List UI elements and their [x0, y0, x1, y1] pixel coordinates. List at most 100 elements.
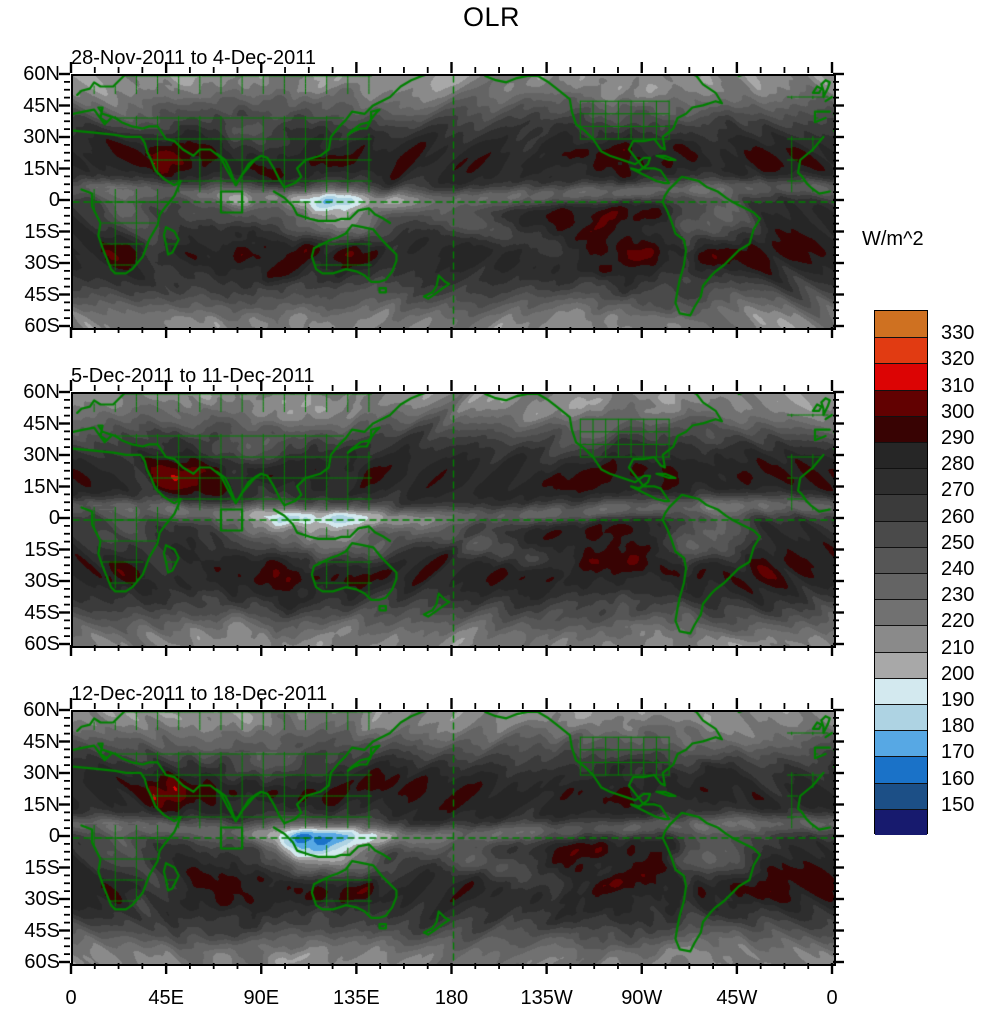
y-axis-label: 30S	[24, 252, 60, 274]
colorbar-band-separator	[875, 363, 927, 365]
colorbar-band	[875, 415, 927, 442]
colorbar-tick-label: 150	[941, 793, 975, 816]
y-axis-label: 30N	[23, 444, 60, 466]
colorbar-tick-label: 230	[941, 584, 975, 607]
x-axis-label: 90W	[621, 987, 663, 1009]
colorbar-band-separator	[875, 573, 927, 574]
colorbar-tick-label: 250	[941, 531, 975, 554]
y-axis-label: 15N	[23, 475, 60, 498]
map-plot-area[interactable]	[71, 710, 836, 966]
colorbar-band	[875, 704, 927, 731]
map-plot-area[interactable]	[71, 392, 836, 648]
y-axis-label: 60S	[24, 951, 60, 973]
y-axis-label: 30S	[24, 888, 60, 910]
olr-field-canvas	[73, 394, 834, 646]
colorbar-band-separator	[875, 520, 927, 522]
colorbar-band-separator	[875, 625, 927, 627]
colorbar-tick-label: 190	[941, 689, 975, 711]
panel-title: 5-Dec-2011 to 11-Dec-2011	[71, 365, 315, 387]
y-axis-label: 15N	[23, 157, 60, 180]
y-axis-label: 0	[48, 825, 60, 847]
colorbar-band-separator	[875, 442, 927, 443]
x-axis-label: 180	[434, 987, 469, 1009]
colorbar-band	[875, 520, 927, 547]
y-axis-label: 30N	[23, 126, 60, 148]
colorbar-band-separator	[875, 415, 927, 417]
colorbar	[874, 310, 928, 835]
colorbar-units-label: W/m^2	[862, 228, 924, 250]
colorbar-band	[875, 337, 927, 364]
y-axis-label: 45N	[23, 412, 60, 435]
colorbar-tick-label: 220	[941, 610, 975, 633]
colorbar-band-separator	[875, 494, 927, 496]
y-axis-label: 0	[48, 189, 60, 211]
x-axis-label: 0	[65, 987, 77, 1009]
colorbar-band	[875, 651, 927, 678]
colorbar-band	[875, 363, 927, 390]
colorbar-band	[875, 625, 927, 652]
y-axis-label: 30S	[24, 570, 60, 592]
x-axis-label: 90E	[243, 987, 280, 1009]
colorbar-tick-label: 240	[941, 558, 975, 580]
colorbar-band-separator	[875, 546, 927, 548]
colorbar-band-separator	[875, 677, 927, 679]
colorbar-tick-label: 290	[941, 427, 975, 449]
colorbar-band-separator	[875, 756, 927, 758]
olr-field-canvas	[73, 712, 834, 964]
colorbar-band-separator	[875, 782, 927, 784]
colorbar-band-separator	[875, 730, 927, 732]
colorbar-band	[875, 677, 927, 704]
y-axis-label: 60N	[23, 381, 60, 403]
panel-title: 12-Dec-2011 to 18-Dec-2011	[71, 683, 328, 705]
y-axis-label: 15S	[24, 220, 60, 243]
colorbar-band	[875, 494, 927, 521]
y-axis-label: 60S	[24, 315, 60, 337]
colorbar-band	[875, 808, 927, 835]
panel-title: 28-Nov-2011 to 4-Dec-2011	[71, 47, 316, 69]
colorbar-band	[875, 389, 927, 416]
colorbar-band	[875, 730, 927, 757]
colorbar-band-separator	[875, 808, 927, 810]
colorbar-tick-label: 320	[941, 348, 975, 371]
colorbar-tick-label: 330	[941, 322, 975, 345]
colorbar-band-separator	[875, 468, 927, 470]
y-axis-label: 0	[48, 507, 60, 529]
x-axis-label: 45W	[716, 987, 758, 1009]
x-axis-label: 45E	[148, 987, 184, 1009]
y-axis-label: 60S	[24, 633, 60, 655]
colorbar-tick-label: 300	[941, 400, 975, 423]
colorbar-band	[875, 442, 927, 469]
colorbar-tick-label: 310	[941, 374, 975, 397]
colorbar-band	[875, 599, 927, 626]
x-axis-label: 135E	[333, 987, 380, 1009]
colorbar-tick-label: 210	[941, 636, 975, 659]
colorbar-band	[875, 573, 927, 600]
x-axis-label: 0	[826, 987, 838, 1009]
colorbar-tick-label: 280	[941, 453, 975, 476]
x-axis-label: 135W	[520, 987, 573, 1009]
y-axis-label: 15S	[24, 538, 60, 561]
colorbar-band-separator	[875, 337, 927, 339]
colorbar-tick-label: 260	[941, 505, 975, 528]
figure-title: OLR	[462, 2, 521, 32]
colorbar-band-separator	[875, 599, 927, 601]
y-axis-label: 60N	[23, 699, 60, 721]
y-axis-label: 45S	[24, 601, 60, 624]
y-axis-label: 60N	[23, 63, 60, 85]
y-axis-label: 30N	[23, 762, 60, 784]
colorbar-band-separator	[875, 651, 927, 653]
olr-field-canvas	[73, 76, 834, 328]
y-axis-label: 15S	[24, 856, 60, 879]
colorbar-band-separator	[875, 704, 927, 705]
colorbar-tick-label: 200	[941, 662, 975, 685]
colorbar-band	[875, 756, 927, 783]
map-plot-area[interactable]	[71, 74, 836, 330]
colorbar-band-separator	[875, 389, 927, 391]
y-axis-label: 45N	[23, 730, 60, 753]
colorbar-band	[875, 782, 927, 809]
colorbar-tick-label: 170	[941, 741, 975, 764]
y-axis-label: 45N	[23, 94, 60, 117]
colorbar-tick-label: 180	[941, 715, 975, 738]
colorbar-band	[875, 546, 927, 573]
colorbar-tick-label: 270	[941, 479, 975, 502]
